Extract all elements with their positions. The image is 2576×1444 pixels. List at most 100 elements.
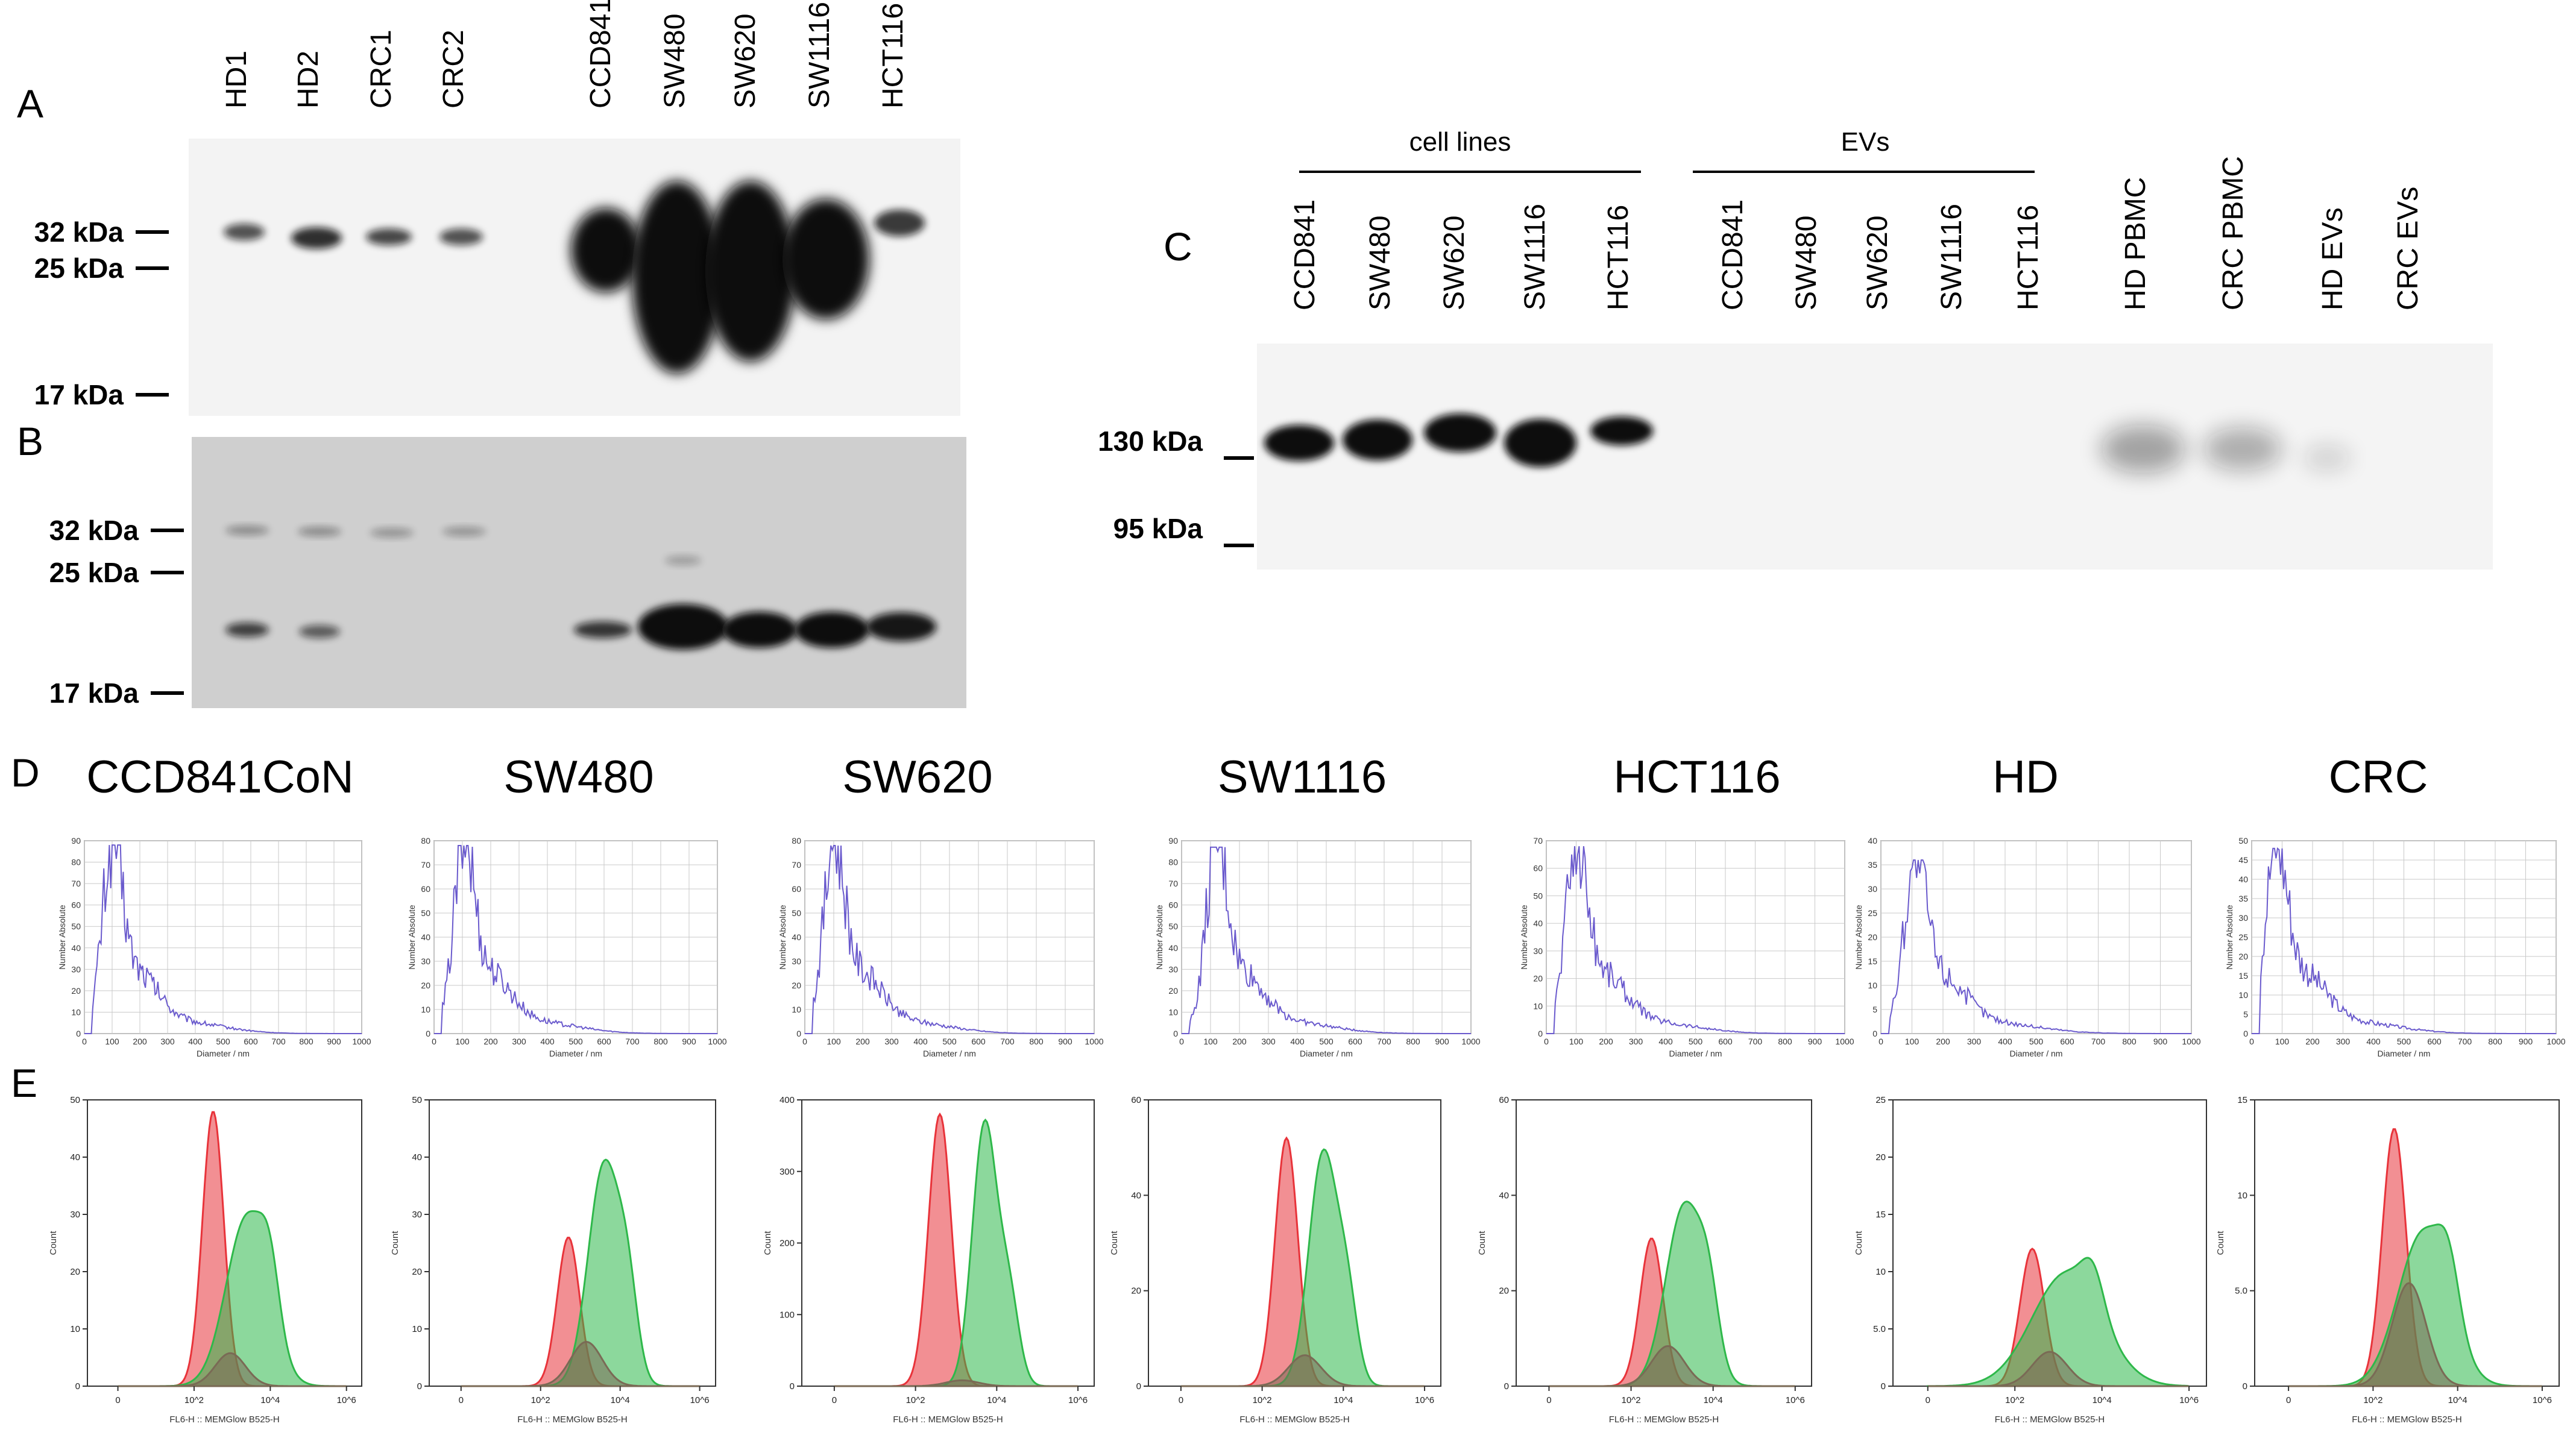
western-band <box>291 227 342 249</box>
y-tick-label: 15 <box>1875 1210 1886 1220</box>
x-tick-label: 1000 <box>2182 1037 2200 1046</box>
marker-label: 32 kDa <box>34 216 124 248</box>
x-tick-label: 900 <box>2153 1037 2168 1046</box>
western-band <box>795 612 869 648</box>
western-band <box>370 528 414 538</box>
size-distribution-line <box>1881 859 2191 1035</box>
y-tick-label: 10 <box>2238 990 2248 1000</box>
x-tick-label: 400 <box>1998 1037 2012 1046</box>
y-tick-label: 70 <box>1168 879 1178 888</box>
x-tick-label: 500 <box>1689 1037 1703 1046</box>
y-tick-label: 0 <box>1136 1381 1141 1392</box>
y-tick-label: 40 <box>2238 874 2248 884</box>
y-tick-label: 40 <box>792 932 801 942</box>
panel-letter-d: D <box>11 750 40 795</box>
size-distribution-line <box>1182 846 1471 1035</box>
panel-a-markers: 32 kDa 25 kDa 17 kDa <box>34 216 169 410</box>
nta-chart: 0 100 200 300 400 500 600 700 800 900 1000 0 5 10 15 20… <box>2225 836 2566 1058</box>
x-axis-title: Diameter / nm <box>1669 1049 1722 1058</box>
y-tick-label: 0 <box>796 1029 801 1038</box>
y-tick-label: 90 <box>1168 836 1178 846</box>
y-tick-label: 20 <box>412 1267 422 1277</box>
western-band <box>1424 413 1496 452</box>
x-tick-label: 200 <box>133 1037 147 1046</box>
x-tick-label: 0 <box>2249 1037 2254 1046</box>
x-tick-label: 200 <box>1232 1037 1247 1046</box>
y-tick-label: 60 <box>1533 864 1543 873</box>
x-tick-label: 800 <box>1778 1037 1792 1046</box>
panel-a: A HD1 HD2 CRC1 CRC2 CCD841 SW480 SW620 SW1116 HC… <box>17 0 960 416</box>
x-tick-label: 10^2 <box>2363 1395 2382 1405</box>
y-tick-label: 40 <box>1168 943 1178 953</box>
y-axis-title: Count <box>1477 1231 1487 1255</box>
x-tick-label: 400 <box>188 1037 203 1046</box>
panel-c: C cell lines EVs CCD841 SW480 SW620 SW1116 H… <box>1098 127 2493 570</box>
size-distribution-line <box>2252 847 2556 1034</box>
x-tick-label: 10^2 <box>1253 1395 1272 1405</box>
x-tick-label: 200 <box>855 1037 870 1046</box>
marker-label: 95 kDa <box>1113 513 1203 544</box>
y-tick-label: 0 <box>426 1029 430 1038</box>
lane-label: HCT116 <box>1602 205 1634 310</box>
y-tick-label: 70 <box>421 860 430 870</box>
size-distribution-line <box>1546 846 1845 1034</box>
x-tick-label: 700 <box>625 1037 640 1046</box>
western-band <box>571 208 641 292</box>
y-tick-label: 25 <box>1875 1095 1886 1105</box>
y-tick-label: 35 <box>2238 894 2248 903</box>
x-tick-label: 10^4 <box>1704 1395 1723 1405</box>
western-band <box>722 612 797 648</box>
y-tick-label: 40 <box>1868 836 1877 846</box>
western-band <box>1590 416 1653 445</box>
y-tick-label: 30 <box>421 956 430 966</box>
y-tick-label: 30 <box>1868 884 1877 894</box>
lane-label: HCT116 <box>2012 205 2044 310</box>
x-tick-label: 400 <box>540 1037 555 1046</box>
x-tick-label: 400 <box>913 1037 928 1046</box>
y-tick-label: 25 <box>2238 932 2248 942</box>
size-distribution-line <box>805 845 1094 1035</box>
x-tick-label: 700 <box>2458 1037 2472 1046</box>
y-tick-label: 50 <box>71 921 81 931</box>
western-band <box>874 210 925 236</box>
nta-chart: 0 100 200 300 400 500 600 700 800 900 1000 0 10 20 30 4… <box>1154 836 1481 1058</box>
lane-label: CRC EVs <box>2392 187 2424 310</box>
gray-histogram <box>1180 1354 1425 1387</box>
panel-b-bands <box>225 526 936 650</box>
sample-title: CRC <box>2329 752 2428 803</box>
western-band <box>638 604 728 650</box>
x-tick-label: 200 <box>1599 1037 1613 1046</box>
western-band <box>298 527 341 536</box>
x-tick-label: 0 <box>82 1037 87 1046</box>
y-tick-label: 70 <box>71 879 81 888</box>
x-tick-label: 400 <box>2366 1037 2381 1046</box>
western-band <box>225 623 269 637</box>
lane-label: CCD841 <box>585 0 617 108</box>
lane-label: CCD841 <box>1717 199 1749 310</box>
y-tick-label: 15 <box>1868 956 1877 966</box>
gray-histogram <box>834 1379 1079 1387</box>
x-tick-label: 500 <box>2029 1037 2044 1046</box>
x-tick-label: 400 <box>1290 1037 1305 1046</box>
panel-a-lane-labels: HD1 HD2 CRC1 CRC2 CCD841 SW480 SW620 SW1116 HCT1… <box>221 0 909 108</box>
x-tick-label: 900 <box>682 1037 696 1046</box>
x-axis-title: FL6-H :: MEMGlow B525-H <box>1239 1414 1350 1425</box>
y-axis-title: Count <box>1854 1231 1864 1255</box>
x-tick-label: 800 <box>653 1037 668 1046</box>
y-tick-label: 60 <box>71 900 81 910</box>
x-axis-title: Diameter / nm <box>2010 1049 2063 1058</box>
size-distribution-line <box>434 845 717 1035</box>
x-tick-label: 1000 <box>1835 1037 1854 1046</box>
sample-title: SW620 <box>842 752 992 803</box>
x-tick-label: 300 <box>1629 1037 1643 1046</box>
x-tick-label: 500 <box>568 1037 583 1046</box>
lane-label: HD2 <box>292 51 324 108</box>
lane-label: CRC1 <box>365 30 397 108</box>
x-tick-label: 0 <box>1546 1395 1551 1405</box>
plot-frame <box>1516 1099 1812 1387</box>
y-tick-label: 25 <box>1868 908 1877 918</box>
western-band <box>442 527 486 536</box>
x-tick-label: 500 <box>2397 1037 2411 1046</box>
y-tick-label: 0 <box>417 1381 422 1392</box>
